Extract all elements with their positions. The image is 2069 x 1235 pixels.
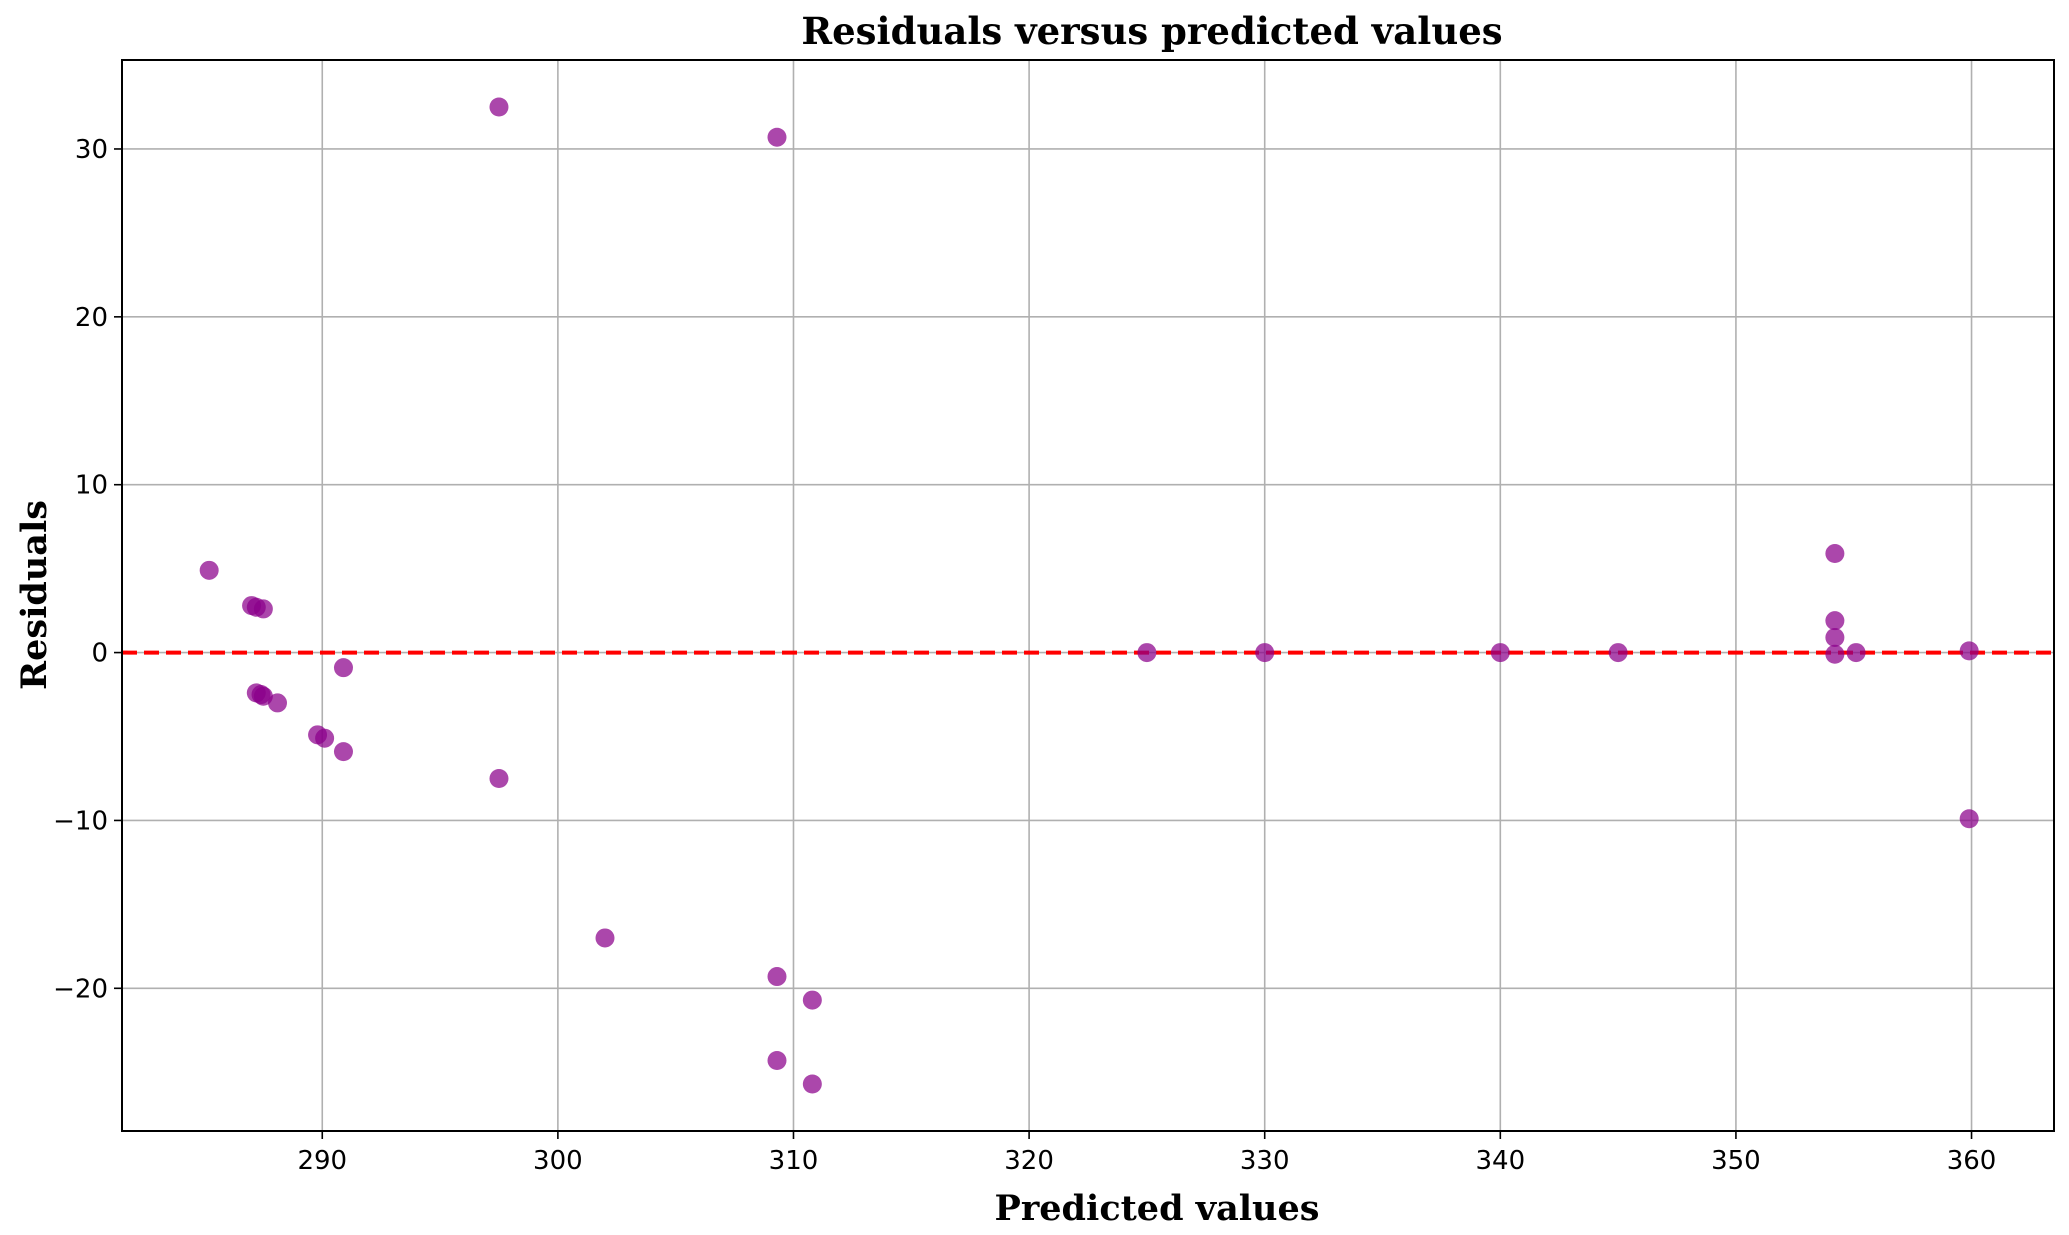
- data-point: [253, 599, 273, 619]
- data-point: [489, 97, 509, 117]
- x-tick-label: 320: [1004, 1146, 1054, 1176]
- data-point: [1137, 643, 1157, 663]
- data-point: [1959, 641, 1979, 661]
- data-point: [1255, 643, 1275, 663]
- x-tick-label: 360: [1947, 1146, 1997, 1176]
- data-point: [315, 728, 335, 748]
- data-points: [199, 97, 1979, 1094]
- axis-ticks: 290 300 310 320 330 340 350 360 −20 −10 0 10 20 30: [53, 135, 1996, 1176]
- data-point: [1608, 643, 1628, 663]
- data-point: [333, 658, 353, 678]
- data-point: [802, 1074, 822, 1094]
- data-point: [253, 686, 273, 706]
- x-tick-label: 340: [1475, 1146, 1525, 1176]
- data-point: [1825, 611, 1845, 631]
- y-tick-label: −20: [53, 974, 108, 1004]
- y-tick-label: 10: [75, 471, 108, 501]
- x-tick-label: 330: [1240, 1146, 1290, 1176]
- data-point: [489, 768, 509, 788]
- y-tick-label: 30: [75, 135, 108, 165]
- grid-lines: [122, 60, 2054, 1131]
- data-point: [1825, 627, 1845, 647]
- data-point: [802, 990, 822, 1010]
- data-point: [1959, 809, 1979, 829]
- data-point: [199, 560, 219, 580]
- x-tick-label: 310: [769, 1146, 819, 1176]
- x-tick-label: 300: [533, 1146, 583, 1176]
- y-axis-label: Residuals: [14, 500, 55, 690]
- data-point: [767, 1050, 787, 1070]
- data-point: [1846, 643, 1866, 663]
- plot-frame: [121, 59, 2055, 1132]
- data-point: [268, 693, 288, 713]
- data-point: [595, 928, 615, 948]
- data-point: [1825, 544, 1845, 564]
- chart-title: Residuals versus predicted values: [801, 9, 1502, 53]
- data-point: [767, 127, 787, 147]
- x-axis-label: Predicted values: [995, 1188, 1320, 1229]
- y-tick-label: −10: [53, 806, 108, 836]
- y-tick-label: 0: [91, 639, 108, 669]
- x-tick-label: 290: [297, 1146, 347, 1176]
- data-point: [1490, 643, 1510, 663]
- data-point: [767, 967, 787, 987]
- y-tick-label: 20: [75, 303, 108, 333]
- data-point: [333, 742, 353, 762]
- x-tick-label: 350: [1711, 1146, 1761, 1176]
- data-point: [1825, 644, 1845, 664]
